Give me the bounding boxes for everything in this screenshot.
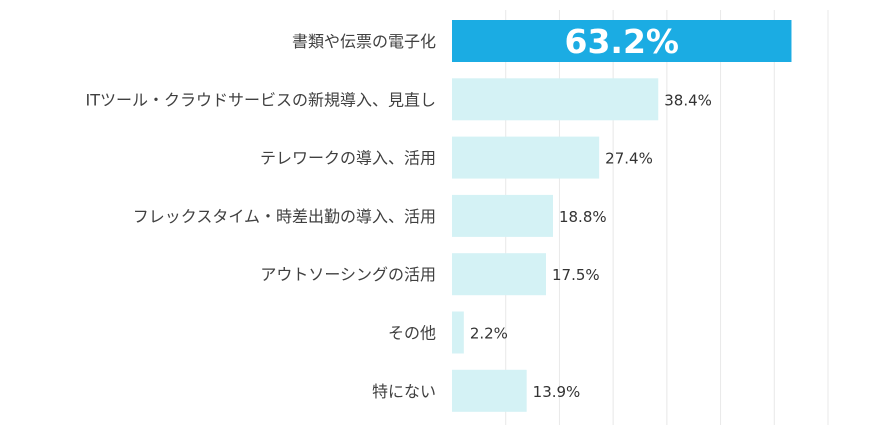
value-label-2: 38.4% — [664, 91, 712, 109]
category-label-6: その他 — [388, 324, 436, 343]
value-label-1: 63.2% — [564, 22, 679, 61]
bar-3 — [452, 136, 600, 179]
bars — [452, 20, 792, 412]
category-labels: 書類や伝票の電子化 ITツール・クラウドサービスの新規導入、見直しテレワークの導入… — [86, 32, 437, 401]
category-label-4: フレックスタイム・時差出勤の導入、活用 — [133, 207, 436, 226]
bar-1 — [452, 20, 792, 62]
category-label-7: 特にない — [372, 382, 436, 401]
value-label-3: 27.4% — [605, 150, 653, 168]
value-label-4: 18.8% — [559, 208, 607, 226]
bar-2 — [452, 78, 659, 121]
value-labels: 63.2% 38.4% 27.4% 18.8% 17.5% 2.2% 13.9% — [470, 22, 712, 401]
value-label-6: 2.2% — [470, 325, 508, 343]
category-label-3: テレワークの導入、活用 — [260, 149, 436, 168]
bar-5 — [452, 253, 546, 296]
value-label-5: 17.5% — [552, 266, 600, 284]
bar-4 — [452, 194, 553, 237]
category-label-2: ITツール・クラウドサービスの新規導入、見直し — [86, 90, 437, 109]
bar-7 — [452, 369, 527, 412]
category-label-1: 書類や伝票の電子化 — [292, 32, 436, 51]
category-label-5: アウトソーシングの活用 — [260, 265, 436, 284]
grid-lines — [505, 10, 829, 425]
value-label-7: 13.9% — [533, 383, 581, 401]
bar-6 — [452, 311, 464, 354]
